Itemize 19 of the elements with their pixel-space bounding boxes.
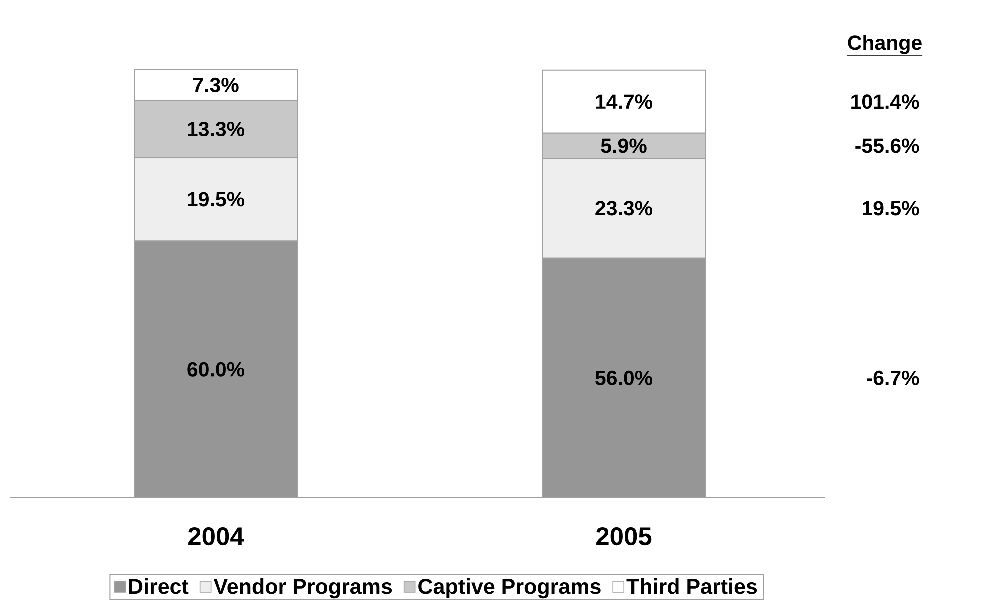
legend-label: Captive Programs <box>418 578 601 599</box>
data-label: 5.9% <box>601 138 647 154</box>
x-tick-label: 2004 <box>188 528 244 546</box>
legend-label: Direct <box>129 578 189 594</box>
data-label: 56.0% <box>596 370 653 386</box>
data-label: 13.3% <box>188 122 245 137</box>
data-label: 23.3% <box>596 201 653 216</box>
data-label: 7.3% <box>194 78 239 92</box>
legend-label: Third Parties <box>626 578 758 594</box>
data-label: 14.7% <box>596 94 653 110</box>
data-label: 19.5% <box>188 192 245 207</box>
x-tick-label: 2005 <box>596 528 652 546</box>
text: Change <box>848 35 922 54</box>
text: -55.6% <box>856 138 920 154</box>
text: 101.4% <box>852 94 920 110</box>
text: 19.5% <box>862 201 920 216</box>
data-label: 60.0% <box>188 362 245 377</box>
text: -6.7% <box>867 370 920 386</box>
legend-label: Vendor Programs <box>214 578 392 599</box>
